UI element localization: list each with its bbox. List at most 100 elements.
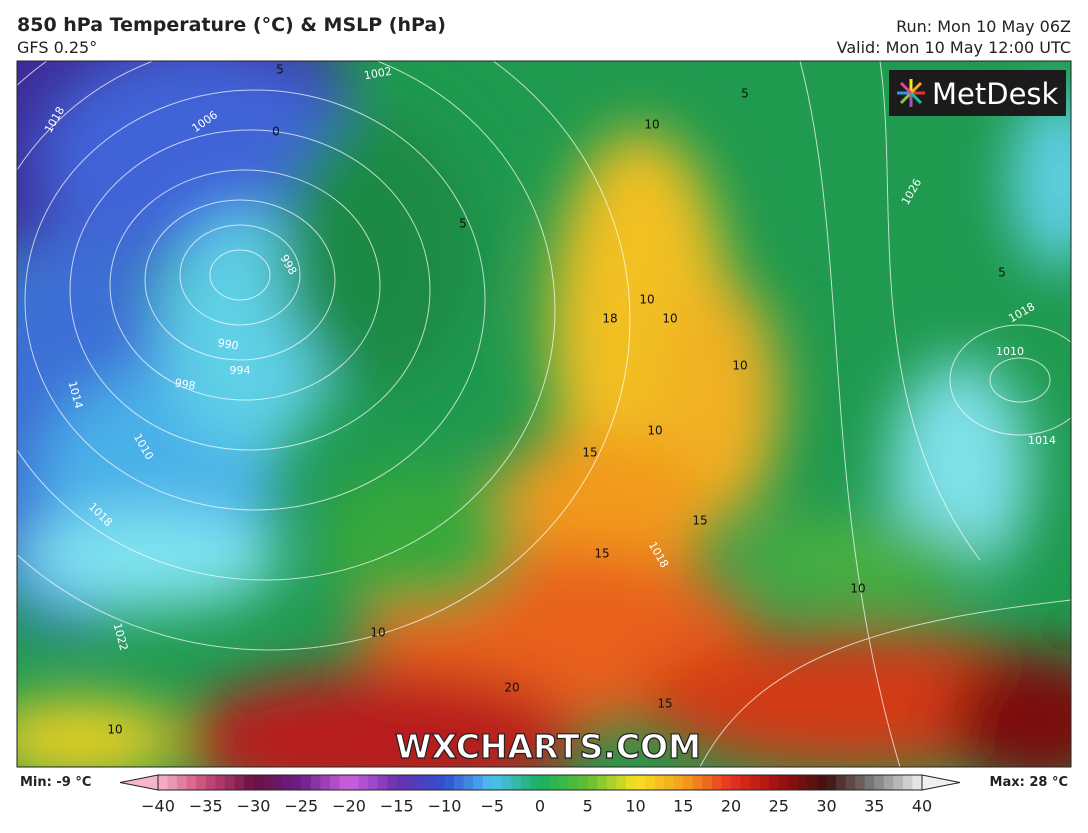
colorbar-cell	[224, 775, 235, 790]
colorbar-cell	[205, 775, 216, 790]
colorbar-tick-label: −25	[284, 797, 318, 816]
map-title: 850 hPa Temperature (°C) & MSLP (hPa)	[17, 14, 446, 36]
colorbar-cell	[845, 775, 856, 790]
colorbar-cell	[750, 775, 761, 790]
colorbar-cell	[425, 775, 436, 790]
colorbar-cell	[664, 775, 675, 790]
colorbar-cell	[368, 775, 379, 790]
temperature-label: 10	[647, 424, 662, 438]
colorbar-cell	[234, 775, 245, 790]
isobar-label: 1010	[996, 345, 1024, 358]
colorbar-tick-label: −5	[480, 797, 504, 816]
legend-max: Max: 28 °C	[990, 775, 1068, 790]
colorbar-tick-label: 5	[583, 797, 593, 816]
colorbar-cell	[463, 775, 474, 790]
isobar-label: 998	[174, 376, 197, 392]
colorbar-cell	[530, 775, 541, 790]
colorbar-cell	[788, 775, 799, 790]
colorbar-cell	[597, 775, 608, 790]
temperature-label: 15	[692, 514, 707, 528]
temperature-label: 10	[644, 118, 659, 132]
temperature-label: 10	[850, 582, 865, 596]
colorbar-cell	[902, 775, 913, 790]
colorbar-cell	[759, 775, 770, 790]
temperature-label: 0	[272, 125, 280, 139]
colorbar-arrow-right	[921, 774, 961, 791]
colorbar-cell	[291, 775, 302, 790]
colorbar-cell	[396, 775, 407, 790]
temperature-label: 15	[582, 446, 597, 460]
colorbar-cell	[167, 775, 178, 790]
colorbar-cell	[377, 775, 388, 790]
isobar-label: 1002	[363, 65, 393, 83]
colorbar-cell	[683, 775, 694, 790]
colorbar-cell	[415, 775, 426, 790]
colorbar-cell	[444, 775, 455, 790]
colorbar-cell	[893, 775, 904, 790]
colorbar-tick-label: 20	[721, 797, 741, 816]
colorbar-cell	[387, 775, 398, 790]
colorbar-cell	[912, 775, 923, 790]
colorbar-cell	[158, 775, 169, 790]
colorbar-cell	[769, 775, 780, 790]
logo-text: MetDesk	[932, 77, 1059, 111]
colorbar-cell	[549, 775, 560, 790]
colorbar-cell	[406, 775, 417, 790]
colorbar-cell	[349, 775, 360, 790]
colorbar-cell	[625, 775, 636, 790]
temperature-label: 18	[602, 312, 617, 326]
colorbar-cell	[454, 775, 465, 790]
colorbar-cell	[434, 775, 445, 790]
colorbar-tick-label: 35	[864, 797, 884, 816]
colorbar-tick-label: 10	[625, 797, 645, 816]
colorbar-cell	[587, 775, 598, 790]
colorbar-cell	[673, 775, 684, 790]
colorbar-tick-label: −10	[428, 797, 462, 816]
colorbar-cell	[339, 775, 350, 790]
temperature-label: 5	[998, 266, 1006, 280]
colorbar-cell	[606, 775, 617, 790]
colorbar-cell	[310, 775, 321, 790]
colorbar-cell	[473, 775, 484, 790]
legend-min: Min: -9 °C	[20, 775, 91, 790]
colorbar-cell	[272, 775, 283, 790]
temperature-label: 10	[639, 293, 654, 307]
valid-time: Valid: Mon 10 May 12:00 UTC	[836, 38, 1071, 57]
colorbar-cell	[826, 775, 837, 790]
colorbar-cell	[282, 775, 293, 790]
colorbar-tick-label: 15	[673, 797, 693, 816]
colorbar-arrow-left	[119, 774, 159, 791]
temperature-label: 10	[662, 312, 677, 326]
temperature-label: 10	[732, 359, 747, 373]
colorbar-cell	[511, 775, 522, 790]
temperature-label: 5	[741, 87, 749, 101]
colorbar-cell	[654, 775, 665, 790]
colorbar-cell	[692, 775, 703, 790]
colorbar-cell	[492, 775, 503, 790]
colorbar: −40 −35 −30 −25 −20 −15 −10 −5 0 5 10 15 20 25 30 35 40	[119, 774, 961, 816]
isobar-label: 990	[217, 336, 240, 352]
colorbar-cell	[731, 775, 742, 790]
isobars	[17, 61, 1071, 767]
watermark: WXCHARTS.COM	[395, 727, 701, 766]
colorbar-cell	[177, 775, 188, 790]
temperature-label: 10	[370, 626, 385, 640]
model-name: GFS 0.25°	[17, 38, 98, 57]
colorbar-tick-label: 30	[816, 797, 836, 816]
colorbar-cell	[329, 775, 340, 790]
colorbar-tick-label: −35	[189, 797, 223, 816]
temperature-label: 15	[594, 547, 609, 561]
colorbar-tick-label: −30	[237, 797, 271, 816]
colorbar-cell	[702, 775, 713, 790]
isobar-label: 1014	[1028, 434, 1056, 447]
colorbar-cell	[559, 775, 570, 790]
colorbar-tick-label: 25	[769, 797, 789, 816]
map-frame	[16, 60, 1072, 768]
colorbar-cell	[243, 775, 254, 790]
colorbar-cell	[778, 775, 789, 790]
colorbar-border	[157, 774, 923, 791]
colorbar-cell	[711, 775, 722, 790]
colorbar-cell	[855, 775, 866, 790]
colorbar-cell	[807, 775, 818, 790]
